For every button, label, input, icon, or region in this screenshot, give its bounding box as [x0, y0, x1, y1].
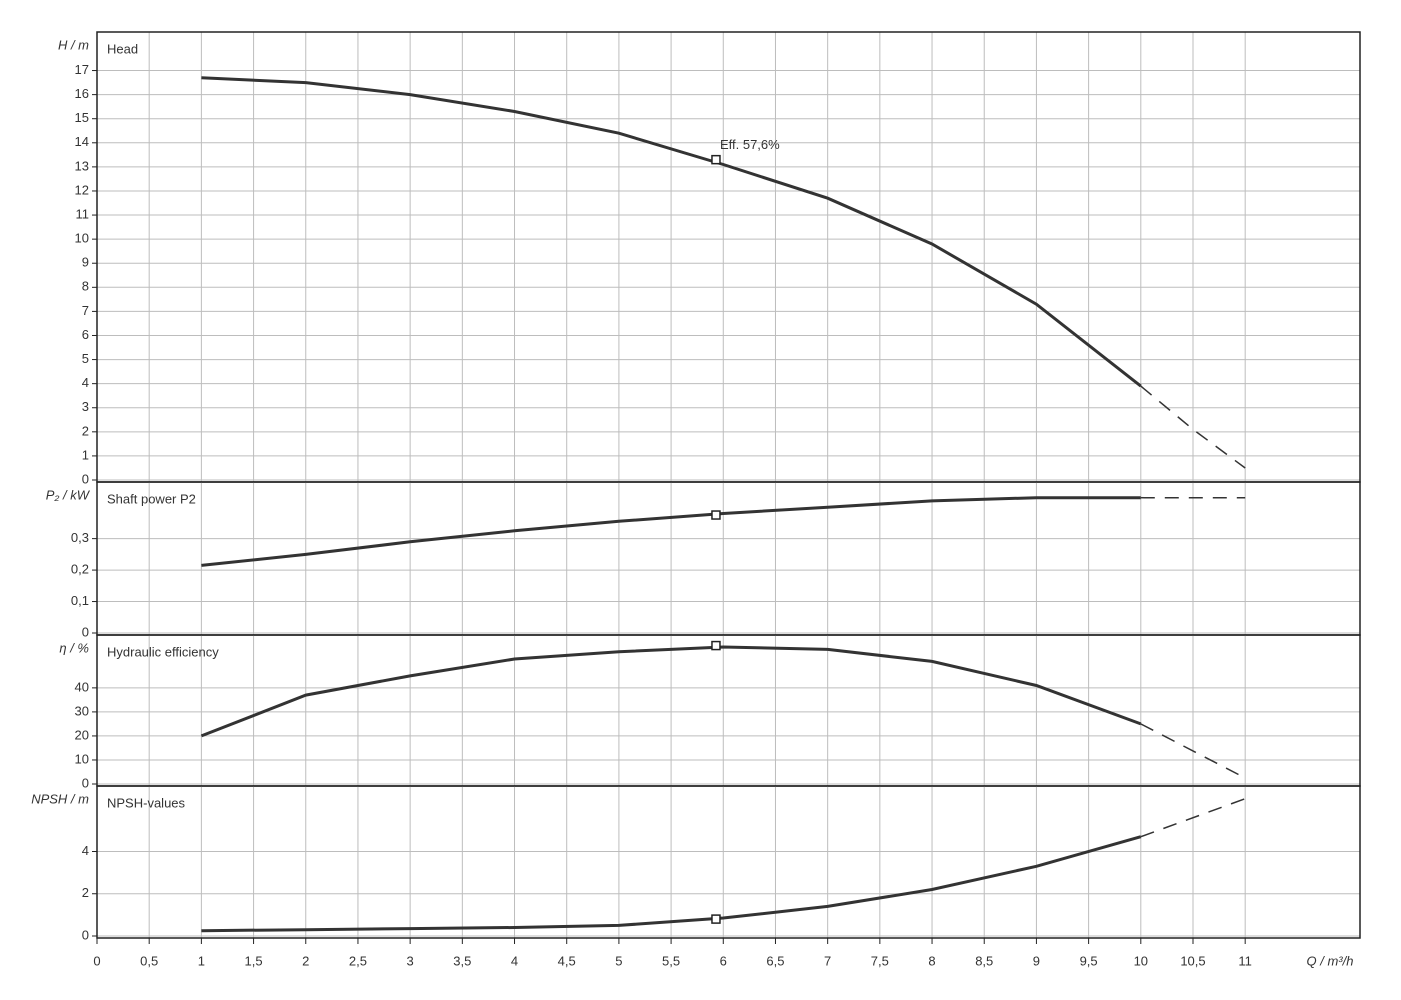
curve [1140, 797, 1246, 838]
y-tick-label: 0,3 [71, 530, 89, 545]
y-tick-label: 0 [82, 927, 89, 942]
y-tick-label: 6 [82, 327, 89, 342]
x-tick-label: 10 [1134, 953, 1148, 968]
y-axis-label: NPSH / m [31, 791, 89, 806]
x-tick-label: 3,5 [453, 953, 471, 968]
y-tick-label: 17 [75, 62, 89, 77]
operating-point [711, 154, 721, 165]
x-axis-label: Q / m³/h [1307, 953, 1354, 968]
y-tick-label: 2 [82, 885, 89, 900]
x-tick-label: 9 [1033, 953, 1040, 968]
y-tick-label: 7 [82, 303, 89, 318]
y-tick-label: 2 [82, 423, 89, 438]
x-tick-label: 4,5 [558, 953, 576, 968]
y-tick-label: 10 [75, 751, 89, 766]
panel-frame [96, 31, 1361, 483]
operating-point [711, 510, 721, 520]
x-tick-label: 5,5 [662, 953, 680, 968]
panel-title: Head [107, 41, 138, 56]
y-tick-label: 0 [82, 775, 89, 790]
y-tick-label: 13 [75, 158, 89, 173]
y-tick-label: 11 [76, 206, 90, 221]
curve [1140, 723, 1246, 779]
y-tick-label: 12 [75, 182, 89, 197]
x-tick-label: 10,5 [1180, 953, 1205, 968]
y-tick-label: 0 [82, 624, 89, 639]
y-tick-label: 30 [75, 703, 89, 718]
x-tick-label: 1 [198, 953, 205, 968]
annotation: Eff. 57,6% [720, 137, 780, 152]
y-tick-label: 4 [82, 843, 89, 858]
curve [201, 496, 1141, 567]
operating-point [711, 914, 721, 924]
x-tick-label: 5 [615, 953, 622, 968]
y-tick-label: 0,2 [71, 562, 89, 577]
y-tick-label: 40 [75, 679, 89, 694]
operating-point [711, 640, 721, 651]
x-tick-label: 9,5 [1080, 953, 1098, 968]
x-tick-label: 11 [1238, 953, 1252, 968]
x-tick-label: 7,5 [871, 953, 889, 968]
panel-frame [96, 634, 1361, 787]
y-tick-label: 1 [82, 447, 89, 462]
curve [201, 835, 1142, 933]
y-tick-label: 15 [75, 110, 89, 125]
curve [200, 645, 1142, 738]
x-tick-label: 1,5 [245, 953, 263, 968]
x-tick-label: 0,5 [140, 953, 158, 968]
x-tick-label: 8,5 [975, 953, 993, 968]
y-tick-label: 14 [75, 134, 89, 149]
y-tick-label: 0 [82, 471, 89, 486]
y-tick-label: 4 [82, 375, 89, 390]
panel-title: Shaft power P2 [107, 491, 196, 506]
y-tick-label: 8 [82, 279, 89, 294]
y-tick-label: 5 [82, 351, 89, 366]
x-tick-label: 8 [928, 953, 935, 968]
y-axis-label: P₂ / kW [46, 487, 91, 502]
x-tick-label: 6 [720, 953, 727, 968]
x-tick-label: 3 [407, 953, 414, 968]
y-tick-label: 9 [82, 255, 89, 270]
y-axis-label: H / m [58, 37, 89, 52]
x-tick-label: 7 [824, 953, 831, 968]
x-tick-label: 6,5 [766, 953, 784, 968]
y-axis-label: η / % [59, 640, 89, 655]
y-tick-label: 3 [82, 399, 89, 414]
x-tick-label: 0 [93, 953, 100, 968]
panel-frame [96, 481, 1361, 636]
x-tick-label: 4 [511, 953, 518, 968]
y-tick-label: 16 [75, 86, 89, 101]
curve [201, 76, 1142, 388]
panel-frame [96, 785, 1361, 939]
x-tick-label: 2,5 [349, 953, 367, 968]
panel-title: NPSH-values [107, 795, 186, 810]
panel-title: Hydraulic efficiency [107, 644, 219, 659]
y-tick-label: 0,1 [71, 593, 89, 608]
y-tick-label: 10 [75, 231, 89, 246]
y-tick-label: 20 [75, 727, 89, 742]
x-tick-label: 2 [302, 953, 309, 968]
